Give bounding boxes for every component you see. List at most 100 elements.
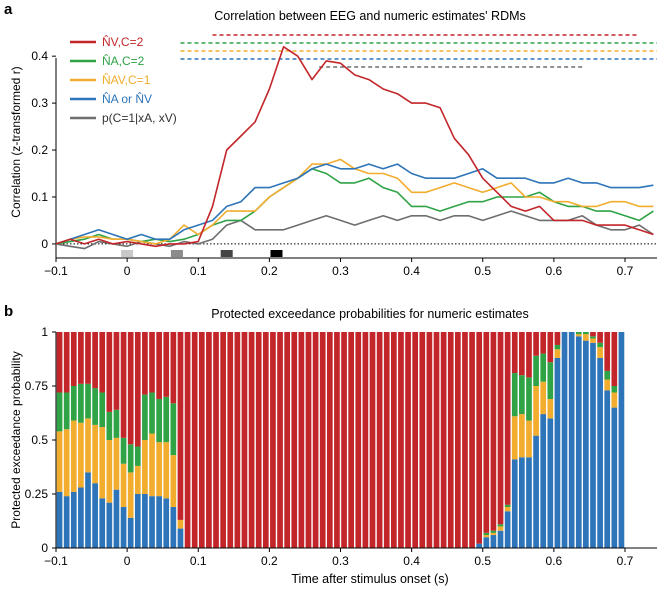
bar-segment-yellow xyxy=(142,440,148,494)
bar-segment-green xyxy=(490,530,497,533)
bar-segment-green xyxy=(149,392,155,434)
bar-segment-yellow xyxy=(533,386,539,436)
bar-segment-yellow xyxy=(511,416,518,460)
bar-segment-red xyxy=(113,332,120,410)
panel-b-xtick-label: 0.2 xyxy=(261,554,278,568)
bar-segment-red xyxy=(255,332,262,548)
bar-segment-red xyxy=(412,332,419,548)
panel-b-ytick-label: 0.75 xyxy=(25,379,49,393)
legend-label-gray: p(C=1|xA, xV) xyxy=(102,111,177,125)
panel-b-label: b xyxy=(4,303,13,320)
bar-segment-green xyxy=(170,403,177,456)
bar-segment-green xyxy=(604,370,611,380)
bar-segment-red xyxy=(455,332,461,548)
bar-segment-red xyxy=(511,332,518,374)
bar-segment-blue xyxy=(490,535,497,548)
bar-segment-blue xyxy=(547,418,554,548)
panel-b-xtick-label: 0.7 xyxy=(617,554,634,568)
bar-segment-red xyxy=(134,332,141,447)
panel-a-ytick-label: 0.1 xyxy=(31,190,48,204)
bar-segment-blue xyxy=(590,342,596,548)
bar-segment-red xyxy=(440,332,447,548)
panel-b-ytick-label: 0 xyxy=(41,541,48,555)
bar-segment-blue xyxy=(611,407,618,548)
bar-segment-blue xyxy=(92,483,98,548)
bar-segment-green xyxy=(540,353,547,382)
bar-segment-red xyxy=(533,332,539,356)
bar-segment-red xyxy=(220,332,226,548)
bar-segment-yellow xyxy=(590,338,596,343)
bar-segment-yellow xyxy=(519,414,525,458)
bar-segment-red xyxy=(270,332,276,548)
series-line-blue xyxy=(55,163,654,245)
bar-segment-blue xyxy=(476,543,483,548)
panel-b-title: Protected exceedance probabilities for n… xyxy=(211,307,529,321)
series-line-red xyxy=(55,45,654,248)
panel-a-xtick-label: −0.1 xyxy=(44,264,68,278)
bar-segment-red xyxy=(341,332,347,548)
bar-segment-red xyxy=(405,332,411,548)
panel-b-ylabel: Protected exceedance probability xyxy=(9,351,23,528)
bar-segment-red xyxy=(391,332,397,548)
panel-b-xtick-label: −0.1 xyxy=(44,554,68,568)
bar-segment-yellow xyxy=(120,463,127,507)
panel-b-xtick-label: 0.6 xyxy=(546,554,563,568)
bar-segment-red xyxy=(305,332,312,548)
bar-segment-red xyxy=(99,332,106,393)
bar-segment-red xyxy=(70,332,77,386)
bar-segment-blue xyxy=(156,496,162,548)
bar-segment-green xyxy=(70,386,77,421)
bar-segment-green xyxy=(156,398,162,443)
panel-a-label: a xyxy=(4,1,13,18)
bar-segment-green xyxy=(497,524,504,527)
legend-label-green: N̂A,C=2 xyxy=(102,53,145,68)
panel-a-ytick-label: 0.3 xyxy=(31,96,48,110)
panel-a-ytick-label: 0 xyxy=(41,237,48,251)
bar-segment-red xyxy=(227,332,234,548)
bar-segment-green xyxy=(78,383,84,423)
bar-segment-red xyxy=(369,332,376,548)
stimulus-marker xyxy=(220,250,233,257)
bar-segment-yellow xyxy=(540,381,547,415)
bar-segment-red xyxy=(476,332,483,544)
bar-segment-red xyxy=(540,332,547,354)
bar-segment-yellow xyxy=(611,392,618,408)
bar-segment-red xyxy=(277,332,283,548)
bar-segment-red xyxy=(383,332,390,548)
bar-segment-red xyxy=(291,332,298,548)
panel-b-xlabel: Time after stimulus onset (s) xyxy=(291,572,448,586)
bar-segment-red xyxy=(213,332,219,548)
bar-segment-red xyxy=(234,332,241,548)
bar-segment-red xyxy=(398,332,404,548)
bar-segment-blue xyxy=(113,489,120,548)
bar-segment-yellow xyxy=(177,519,184,529)
bar-segment-red xyxy=(611,332,618,386)
bar-segment-yellow xyxy=(497,526,504,531)
bar-segment-green xyxy=(590,336,596,339)
bar-segment-red xyxy=(142,332,148,395)
bar-segment-green xyxy=(575,332,582,335)
bar-segment-green xyxy=(85,383,91,419)
panel-b-chart: 00.250.50.751−0.1 0 0.1 0.2 0.3 0.4 0.5 0.6 0.7 xyxy=(25,325,657,568)
bar-segment-green xyxy=(127,444,134,473)
stimulus-marker xyxy=(170,250,183,257)
bar-segment-blue xyxy=(554,357,561,548)
bar-segment-yellow xyxy=(78,422,84,488)
bar-segment-red xyxy=(170,332,177,404)
bar-segment-green xyxy=(533,355,539,386)
bar-segment-red xyxy=(326,332,333,548)
bar-segment-red xyxy=(334,332,340,548)
bar-segment-yellow xyxy=(604,379,611,391)
bar-segment-red xyxy=(191,332,198,548)
legend-label-yellow: N̂AV,C=1 xyxy=(102,72,151,87)
bar-segment-red xyxy=(376,332,383,548)
bar-segment-red xyxy=(120,332,127,438)
bar-segment-red xyxy=(56,332,63,393)
panel-a-xtick-label: 0.4 xyxy=(403,264,420,278)
bar-segment-red xyxy=(106,332,113,412)
panel-b-ytick-label: 0.25 xyxy=(25,487,49,501)
bar-segment-red xyxy=(483,332,490,533)
bar-segment-red xyxy=(604,332,611,371)
bar-segment-red xyxy=(262,332,269,548)
bar-segment-blue xyxy=(106,502,113,548)
